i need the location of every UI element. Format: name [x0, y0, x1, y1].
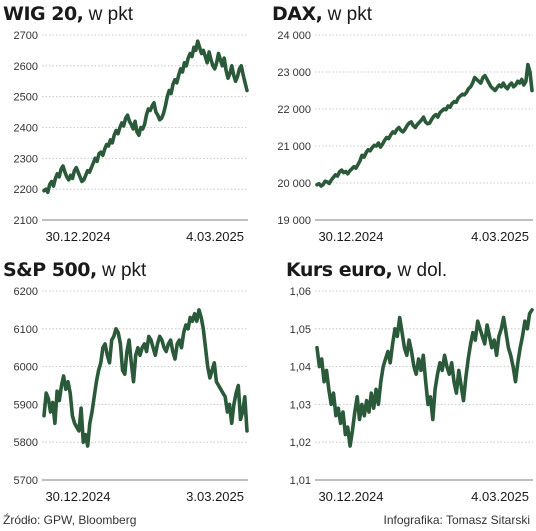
chart-panel-sp500: S&P 500, w pkt 6200 6100 6000 5900 5800 5700 3…: [0, 256, 268, 506]
y-tick-label: 1,05: [290, 324, 311, 336]
y-tick-label: 5800: [14, 437, 38, 449]
y-tick-label: 2500: [14, 92, 38, 104]
source-note: Źródło: GPW, Bloomberg: [3, 513, 137, 527]
chart-panel-wig20: WIG 20, w pkt 2700 2600 2500 2400 2300 2200 21…: [0, 0, 268, 256]
y-tick-label: 20 000: [277, 178, 311, 190]
y-tick-label: 1,04: [290, 362, 311, 374]
x-tick-label: 4.03.2025: [186, 229, 244, 244]
y-tick-label: 2300: [14, 153, 38, 165]
x-tick-label: 4.03.2025: [471, 489, 529, 504]
y-tick-label: 6100: [14, 324, 38, 336]
y-tick-label: 2700: [14, 30, 38, 42]
series-line: [315, 308, 534, 448]
y-tick-label: 1,03: [290, 399, 311, 411]
x-tick-label: 3.03.2025: [186, 489, 244, 504]
chart-svg: 6200 6100 6000 5900 5800 5700 30.12.2024 3.03.2…: [14, 286, 249, 504]
chart-title: WIG 20, w pkt: [3, 3, 134, 25]
chart-panel-dax: DAX, w pkt 24 000 23 000 22 000 21 000 20 00…: [268, 0, 536, 256]
y-tick-label: 21 000: [277, 141, 311, 153]
y-tick-label: 6200: [14, 286, 38, 298]
y-tick-label: 23 000: [277, 67, 311, 79]
series-line: [42, 39, 249, 195]
y-tick-label: 6000: [14, 362, 38, 374]
chart-title: S&P 500, w pkt: [3, 259, 147, 281]
y-tick-label: 1,02: [290, 437, 311, 449]
chart-svg: 1,06 1,05 1,04 1,03 1,02 1,01 30.12.2024 4.03.2…: [290, 286, 534, 504]
x-tick-label: 30.12.2024: [45, 229, 110, 244]
y-tick-label: 1,06: [290, 286, 311, 298]
y-tick-label: 2100: [14, 215, 38, 227]
y-tick-label: 22 000: [277, 104, 311, 116]
y-tick-label: 2200: [14, 184, 38, 196]
x-tick-label: 30.12.2024: [318, 229, 383, 244]
chart-title: DAX, w pkt: [272, 3, 372, 25]
y-tick-label: 2600: [14, 61, 38, 73]
y-tick-label: 5900: [14, 399, 38, 411]
y-tick-label: 2400: [14, 123, 38, 135]
y-tick-label: 24 000: [277, 30, 311, 42]
credit-note: Infografika: Tomasz Sitarski: [383, 513, 530, 527]
y-tick-label: 1,01: [290, 475, 311, 487]
y-tick-label: 19 000: [277, 215, 311, 227]
chart-svg: 2700 2600 2500 2400 2300 2200 2100 30.12.2024 4.…: [14, 30, 249, 244]
series-line: [42, 308, 249, 448]
chart-svg: 24 000 23 000 22 000 21 000 20 000 19 000 30.1…: [277, 30, 534, 244]
chart-title: Kurs euro, w dol.: [286, 259, 448, 281]
x-tick-label: 30.12.2024: [318, 489, 383, 504]
y-tick-label: 5700: [14, 475, 38, 487]
series-line: [315, 62, 534, 188]
x-tick-label: 30.12.2024: [45, 489, 110, 504]
x-tick-label: 4.03.2025: [471, 229, 529, 244]
chart-panel-eur: Kurs euro, w dol. 1,06 1,05 1,04 1,03 1,02 1,…: [268, 256, 536, 506]
